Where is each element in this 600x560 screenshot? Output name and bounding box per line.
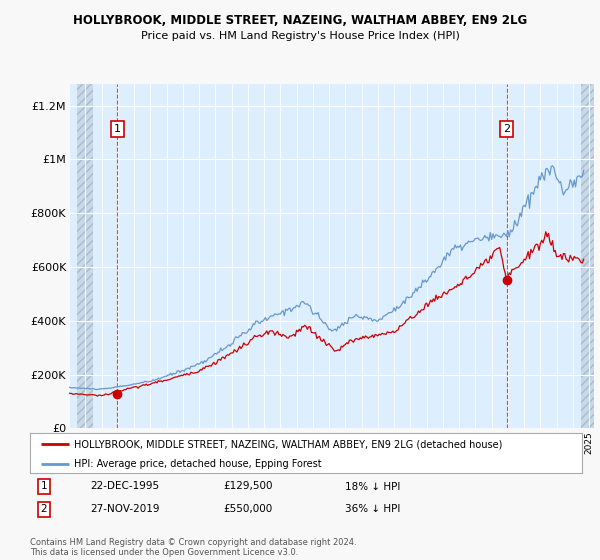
Text: 27-NOV-2019: 27-NOV-2019 [91, 505, 160, 514]
Text: 2: 2 [503, 124, 510, 134]
Text: £550,000: £550,000 [223, 505, 272, 514]
Text: HOLLYBROOK, MIDDLE STREET, NAZEING, WALTHAM ABBEY, EN9 2LG (detached house): HOLLYBROOK, MIDDLE STREET, NAZEING, WALT… [74, 439, 503, 449]
Text: 1: 1 [40, 482, 47, 492]
Bar [77, 84, 94, 428]
Text: 22-DEC-1995: 22-DEC-1995 [91, 482, 160, 492]
Text: 1: 1 [114, 124, 121, 134]
Text: Contains HM Land Registry data © Crown copyright and database right 2024.
This d: Contains HM Land Registry data © Crown c… [30, 538, 356, 557]
Text: £129,500: £129,500 [223, 482, 272, 492]
Bar [581, 84, 594, 428]
Text: Price paid vs. HM Land Registry's House Price Index (HPI): Price paid vs. HM Land Registry's House … [140, 31, 460, 41]
Text: 18% ↓ HPI: 18% ↓ HPI [344, 482, 400, 492]
Text: 36% ↓ HPI: 36% ↓ HPI [344, 505, 400, 514]
Text: HOLLYBROOK, MIDDLE STREET, NAZEING, WALTHAM ABBEY, EN9 2LG: HOLLYBROOK, MIDDLE STREET, NAZEING, WALT… [73, 14, 527, 27]
Text: HPI: Average price, detached house, Epping Forest: HPI: Average price, detached house, Eppi… [74, 459, 322, 469]
Text: 2: 2 [40, 505, 47, 514]
